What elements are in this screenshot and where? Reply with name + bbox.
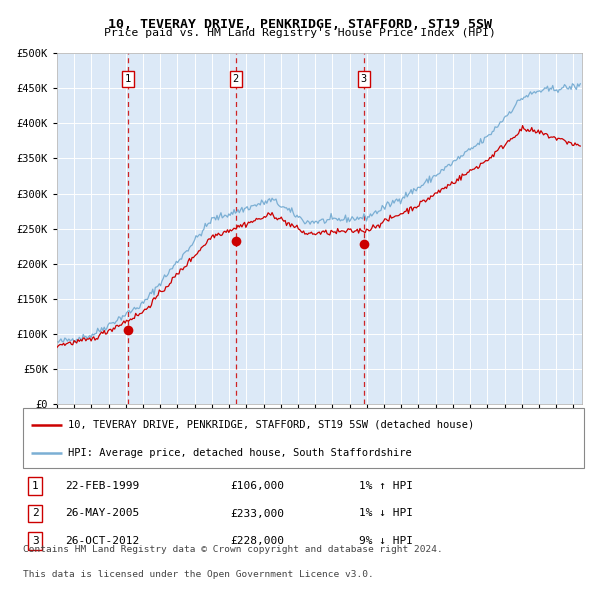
Text: 1: 1: [32, 481, 38, 491]
FancyBboxPatch shape: [23, 408, 584, 468]
Text: £228,000: £228,000: [230, 536, 284, 546]
Text: 1% ↓ HPI: 1% ↓ HPI: [359, 509, 413, 519]
Text: 3: 3: [361, 74, 367, 84]
Text: Price paid vs. HM Land Registry's House Price Index (HPI): Price paid vs. HM Land Registry's House …: [104, 28, 496, 38]
Text: 1: 1: [125, 74, 131, 84]
Text: £233,000: £233,000: [230, 509, 284, 519]
Text: £106,000: £106,000: [230, 481, 284, 491]
Text: Contains HM Land Registry data © Crown copyright and database right 2024.: Contains HM Land Registry data © Crown c…: [23, 545, 443, 553]
Text: HPI: Average price, detached house, South Staffordshire: HPI: Average price, detached house, Sout…: [68, 448, 412, 458]
Text: 22-FEB-1999: 22-FEB-1999: [65, 481, 139, 491]
Text: 10, TEVERAY DRIVE, PENKRIDGE, STAFFORD, ST19 5SW: 10, TEVERAY DRIVE, PENKRIDGE, STAFFORD, …: [108, 18, 492, 31]
Text: 26-OCT-2012: 26-OCT-2012: [65, 536, 139, 546]
Text: 2: 2: [32, 509, 38, 519]
Text: 10, TEVERAY DRIVE, PENKRIDGE, STAFFORD, ST19 5SW (detached house): 10, TEVERAY DRIVE, PENKRIDGE, STAFFORD, …: [68, 420, 474, 430]
Text: 3: 3: [32, 536, 38, 546]
Text: 2: 2: [233, 74, 239, 84]
Text: This data is licensed under the Open Government Licence v3.0.: This data is licensed under the Open Gov…: [23, 569, 374, 579]
Text: 26-MAY-2005: 26-MAY-2005: [65, 509, 139, 519]
Text: 9% ↓ HPI: 9% ↓ HPI: [359, 536, 413, 546]
Text: 1% ↑ HPI: 1% ↑ HPI: [359, 481, 413, 491]
